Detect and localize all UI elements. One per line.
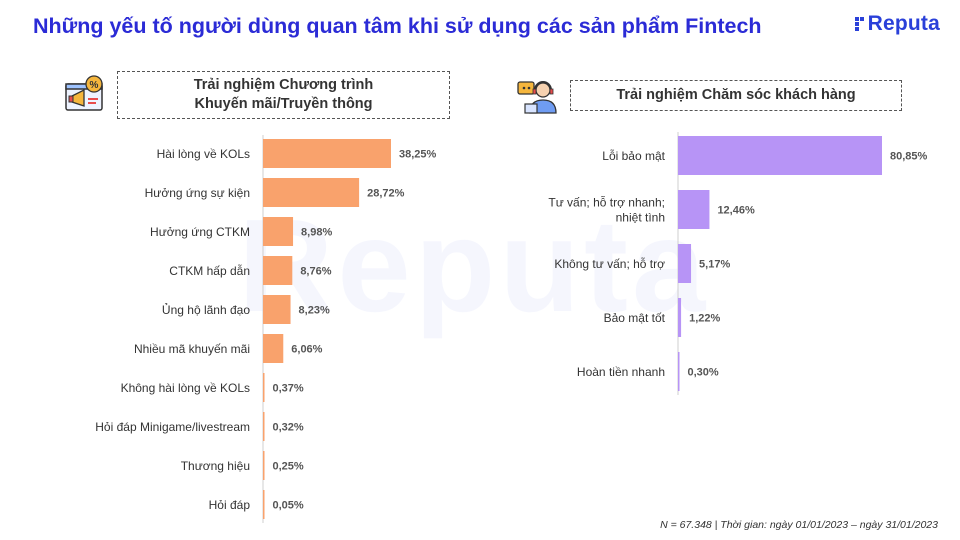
megaphone-percent-icon: % <box>64 74 106 119</box>
left-value-label-3: 8,76% <box>300 266 331 278</box>
left-category-label-8: Thương hiệu <box>181 459 250 473</box>
left-value-label-4: 8,23% <box>299 305 330 317</box>
left-value-label-5: 6,06% <box>291 344 322 356</box>
right-value-label-1: 12,46% <box>717 205 755 217</box>
left-chart-header: Trải nghiệm Chương trình Khuyến mãi/Truy… <box>117 71 450 119</box>
left-bar-6 <box>263 373 265 402</box>
right-bar-0 <box>678 136 882 175</box>
right-chart-header: Trải nghiệm Chăm sóc khách hàng <box>570 80 902 111</box>
svg-text:%: % <box>90 80 99 91</box>
left-value-label-7: 0,32% <box>273 422 304 434</box>
right-bar-2 <box>678 244 692 283</box>
left-bar-9 <box>263 490 265 519</box>
left-bar-3 <box>263 256 293 285</box>
right-category-label-1-1: nhiệt tình <box>616 211 665 225</box>
left-value-label-0: 38,25% <box>399 149 437 161</box>
right-value-label-2: 5,17% <box>699 259 730 271</box>
left-bar-8 <box>263 451 265 480</box>
left-category-label-5: Nhiều mã khuyến mãi <box>134 342 250 356</box>
right-bar-4 <box>678 352 680 391</box>
right-value-label-3: 1,22% <box>689 313 720 325</box>
brand-name: Reputa <box>867 12 940 35</box>
left-category-label-7: Hỏi đáp Minigame/livestream <box>95 420 250 434</box>
left-bar-2 <box>263 217 294 246</box>
left-value-label-9: 0,05% <box>273 500 304 512</box>
left-category-label-1: Hưởng ứng sự kiện <box>145 186 250 200</box>
left-bar-4 <box>263 295 291 324</box>
left-chart-title-line-2: Khuyến mãi/Truyền thông <box>194 96 373 112</box>
right-category-label-4: Hoàn tiền nhanh <box>577 365 665 379</box>
left-value-label-8: 0,25% <box>273 461 304 473</box>
left-value-label-6: 0,37% <box>273 383 304 395</box>
right-value-label-0: 80,85% <box>890 151 928 163</box>
left-bar-5 <box>263 334 284 363</box>
right-bar-3 <box>678 298 682 337</box>
reputa-logo-icon <box>854 17 864 31</box>
right-category-label-1-0: Tư vấn; hỗ trợ nhanh; <box>548 195 665 210</box>
right-category-label-0: Lỗi bảo mật <box>602 148 665 163</box>
right-category-label-3: Bảo mật tốt <box>604 311 666 325</box>
right-chart-title: Trải nghiệm Chăm sóc khách hàng <box>616 87 856 103</box>
brand-logo: Reputa <box>854 12 940 36</box>
right-value-label-4: 0,30% <box>688 367 719 379</box>
right-bar-1 <box>678 190 710 229</box>
left-value-label-2: 8,98% <box>301 227 332 239</box>
left-bar-7 <box>263 412 265 441</box>
left-bar-1 <box>263 178 360 207</box>
footnote: N = 67.348 | Thời gian: ngày 01/01/2023 … <box>660 519 938 531</box>
right-category-label-2: Không tư vấn; hỗ trợ <box>554 256 665 271</box>
watermark: Reputa <box>238 192 710 339</box>
left-category-label-3: CTKM hấp dẫn <box>169 263 250 278</box>
left-category-label-2: Hưởng ứng CTKM <box>150 225 250 239</box>
left-bar-0 <box>263 139 391 168</box>
left-value-label-1: 28,72% <box>367 188 405 200</box>
left-category-label-4: Ủng hộ lãnh đạo <box>162 302 250 317</box>
support-agent-icon <box>517 76 557 119</box>
left-chart-title-line-1: Trải nghiệm Chương trình <box>193 77 374 93</box>
left-category-label-6: Không hài lòng về KOLs <box>121 381 250 395</box>
page-title: Những yếu tố người dùng quan tâm khi sử … <box>33 14 762 38</box>
left-category-label-0: Hài lòng về KOLs <box>157 147 250 161</box>
left-category-label-9: Hỏi đáp <box>209 498 251 512</box>
